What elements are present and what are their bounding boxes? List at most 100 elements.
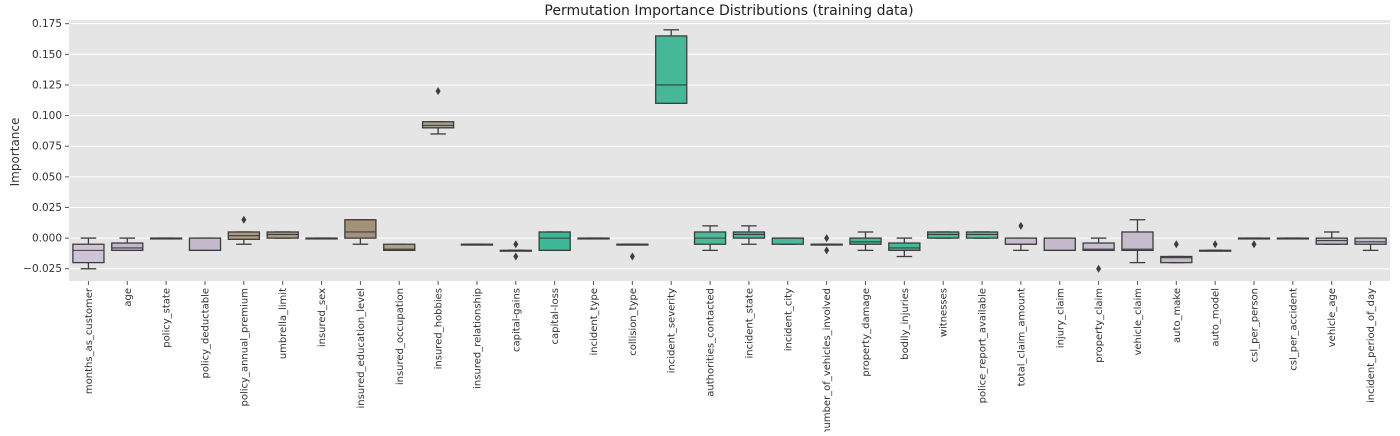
x-tick-label: total_claim_amount	[1016, 288, 1027, 386]
box-insured_sex	[305, 237, 338, 240]
y-tick-label: 0.075	[32, 141, 62, 153]
box-iqr	[927, 231, 960, 239]
box-iqr	[771, 237, 804, 245]
box-iqr	[965, 231, 999, 239]
box-umbrella_limit	[266, 231, 299, 239]
x-tick-label: incident_type	[589, 288, 600, 356]
box-total_claim_amount	[1004, 221, 1038, 252]
y-tick-label: 0.050	[32, 171, 62, 183]
x-tick-label: incident_period_of_day	[1366, 288, 1377, 403]
outlier-point	[1173, 240, 1179, 249]
box-iqr	[72, 243, 105, 264]
box-incident_period_of_day	[1354, 237, 1387, 252]
x-tick-label: property_damage	[861, 288, 872, 377]
outlier-point	[824, 234, 830, 243]
x-tick-label: bodily_injuries	[900, 288, 911, 360]
x-tick-label: insured_education_level	[356, 288, 367, 408]
x-tick-label: witnesses	[939, 288, 950, 337]
outlier-point	[1096, 264, 1102, 273]
x-tick-label: policy_deductable	[200, 288, 211, 378]
box-police_report_available	[965, 231, 999, 239]
box-iqr	[1354, 237, 1387, 245]
x-tick-label: policy_state	[162, 288, 173, 348]
box-iqr	[111, 242, 144, 252]
box-insured_education_level	[344, 219, 377, 245]
box-policy_annual_premium	[227, 215, 261, 245]
box-iqr	[1315, 237, 1348, 245]
outlier-point	[513, 240, 519, 249]
x-tick-label: incident_city	[783, 288, 794, 351]
box-iqr	[266, 231, 299, 239]
box-insured_hobbies	[421, 87, 455, 135]
box-iqr	[1004, 237, 1038, 245]
box-policy_deductable	[188, 237, 222, 252]
box-iqr	[849, 237, 882, 245]
x-tick-label: authorities_contacted	[706, 288, 717, 397]
y-tick-label: 0.150	[32, 49, 62, 61]
x-tick-label: policy_annual_premium	[239, 288, 250, 406]
box-csl_per_person	[1237, 237, 1271, 249]
box-bodily_injuries	[888, 237, 921, 258]
x-tick-label: capital-gains	[511, 288, 522, 352]
box-number_of_vehicles_involved	[810, 234, 843, 255]
x-tick-label: number_of_vehicles_involved	[822, 288, 833, 432]
x-tick-label: insured_sex	[317, 288, 328, 347]
y-tick-label: 0.000	[32, 233, 62, 245]
box-vehicle_age	[1315, 231, 1348, 245]
outlier-point	[824, 246, 830, 255]
box-iqr	[655, 35, 688, 104]
box-collision_type	[616, 243, 649, 261]
outlier-point	[241, 215, 247, 224]
box-incident_type	[577, 237, 610, 240]
y-tick-label: −0.025	[23, 263, 62, 275]
x-tick-label: umbrella_limit	[278, 288, 289, 359]
box-iqr	[732, 231, 766, 239]
x-tick-label: csl_per_person	[1250, 288, 1261, 362]
x-tick-label: csl_per_accident	[1288, 288, 1299, 371]
y-tick-label: 0.175	[32, 18, 62, 30]
x-tick-label: incident_state	[744, 288, 755, 358]
box-auto_make	[1160, 240, 1193, 264]
box-capital-gains	[499, 240, 532, 261]
box-capital-loss	[538, 231, 571, 252]
box-age	[111, 237, 144, 252]
outlier-point	[1251, 240, 1257, 249]
y-axis-ticks: −0.025 0.000 0.025 0.050 0.075 0.100 0.125 0.15…	[23, 18, 69, 275]
box-policy_state	[149, 237, 183, 240]
x-tick-label: insured_occupation	[395, 288, 406, 385]
x-tick-label: months_as_customer	[84, 287, 95, 394]
box-injury_claim	[1043, 237, 1076, 252]
box-iqr	[1121, 231, 1154, 252]
plot-area-background	[69, 20, 1390, 281]
box-insured_occupation	[383, 243, 416, 252]
x-tick-label: insured_hobbies	[434, 288, 445, 369]
x-axis-ticks: months_as_customer age policy_state policy_…	[84, 281, 1377, 435]
box-witnesses	[927, 231, 960, 239]
box-iqr	[1082, 242, 1115, 252]
box-months_as_customer	[72, 237, 105, 270]
x-tick-label: injury_claim	[1055, 288, 1066, 348]
x-tick-label: age	[123, 288, 134, 307]
x-tick-label: police_report_available	[978, 288, 989, 403]
outlier-point	[1212, 240, 1218, 249]
box-iqr	[888, 242, 921, 252]
x-tick-label: auto_model	[1211, 288, 1222, 347]
box-property_claim	[1082, 237, 1115, 273]
box-incident_city	[771, 237, 804, 245]
box-csl_per_accident	[1276, 237, 1310, 240]
box-iqr	[421, 121, 455, 129]
box-iqr	[1160, 255, 1193, 264]
x-tick-label: auto_make	[1172, 288, 1183, 343]
x-tick-label: vehicle_age	[1327, 288, 1338, 347]
x-tick-label: insured_relationship	[472, 288, 483, 389]
box-vehicle_claim	[1121, 219, 1154, 264]
x-tick-label: property_claim	[1094, 288, 1105, 363]
y-tick-label: 0.100	[32, 110, 62, 122]
outlier-point	[629, 252, 635, 261]
box-insured_relationship	[460, 243, 494, 246]
box-iqr	[188, 237, 222, 252]
box-property_damage	[849, 231, 882, 252]
box-iqr	[383, 243, 416, 252]
